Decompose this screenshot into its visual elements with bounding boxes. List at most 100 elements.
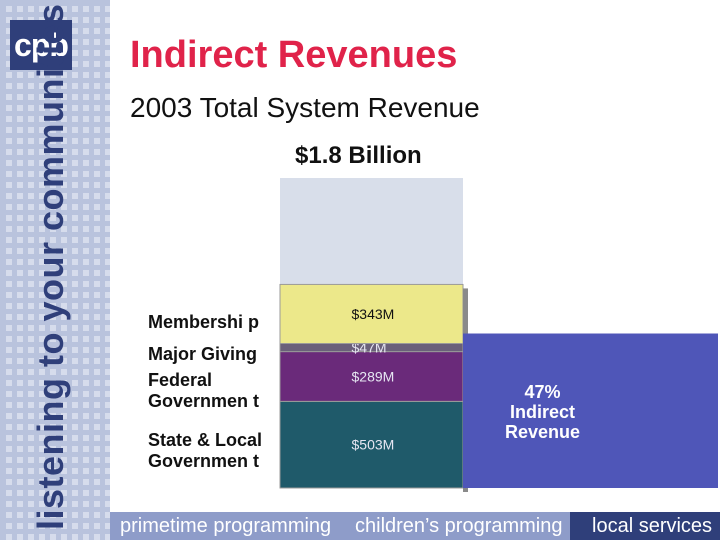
- pattern-dot: [72, 512, 78, 518]
- nav-primetime-programming[interactable]: primetime programming: [120, 515, 332, 537]
- pattern-dot: [94, 149, 100, 155]
- pattern-dot: [105, 523, 110, 529]
- pattern-dot: [17, 182, 23, 188]
- pattern-dot: [72, 204, 78, 210]
- pattern-dot: [28, 435, 34, 441]
- pattern-dot: [17, 512, 23, 518]
- pattern-dot: [105, 402, 110, 408]
- pattern-dot: [72, 292, 78, 298]
- pattern-dot: [61, 116, 67, 122]
- pattern-dot: [28, 94, 34, 100]
- pattern-dot: [83, 358, 89, 364]
- pattern-dot: [72, 391, 78, 397]
- pattern-dot: [6, 182, 12, 188]
- pattern-dot: [72, 215, 78, 221]
- nav-local-services[interactable]: local services: [570, 512, 720, 540]
- pattern-dot: [72, 303, 78, 309]
- pattern-dot: [6, 237, 12, 243]
- pattern-dot: [105, 314, 110, 320]
- pattern-dot: [94, 226, 100, 232]
- pattern-dot: [50, 457, 56, 463]
- pattern-dot: [105, 215, 110, 221]
- pattern-dot: [61, 314, 67, 320]
- pattern-dot: [39, 413, 45, 419]
- pattern-dot: [105, 61, 110, 67]
- pattern-dot: [50, 325, 56, 331]
- pattern-dot: [94, 314, 100, 320]
- pattern-dot: [72, 259, 78, 265]
- pattern-dot: [105, 292, 110, 298]
- pattern-dot: [83, 468, 89, 474]
- pattern-dot: [50, 105, 56, 111]
- pattern-dot: [105, 435, 110, 441]
- pattern-dot: [83, 413, 89, 419]
- pattern-dot: [105, 72, 110, 78]
- pattern-dot: [105, 347, 110, 353]
- pattern-dot: [39, 204, 45, 210]
- pattern-dot: [6, 424, 12, 430]
- pattern-dot: [28, 127, 34, 133]
- pattern-dot: [28, 380, 34, 386]
- pattern-dot: [72, 435, 78, 441]
- bar-shadow: [463, 288, 468, 348]
- pattern-dot: [72, 50, 78, 56]
- pattern-dot: [17, 215, 23, 221]
- pattern-dot: [28, 523, 34, 529]
- pattern-dot: [94, 292, 100, 298]
- pattern-dot: [83, 512, 89, 518]
- pattern-dot: [105, 204, 110, 210]
- pattern-dot: [83, 314, 89, 320]
- pattern-dot: [61, 215, 67, 221]
- pattern-dot: [50, 270, 56, 276]
- pattern-dot: [17, 479, 23, 485]
- pattern-dot: [72, 457, 78, 463]
- pattern-dot: [94, 193, 100, 199]
- pattern-dot: [105, 490, 110, 496]
- pattern-dot: [83, 149, 89, 155]
- pattern-dot: [105, 39, 110, 45]
- pattern-dot: [105, 105, 110, 111]
- pattern-dot: [83, 116, 89, 122]
- pattern-dot: [39, 72, 45, 78]
- pattern-dot: [50, 413, 56, 419]
- nav-childrens-programming[interactable]: children’s programming: [355, 515, 563, 537]
- pattern-dot: [28, 149, 34, 155]
- pattern-dot: [105, 380, 110, 386]
- pattern-dot: [39, 303, 45, 309]
- pattern-dot: [94, 215, 100, 221]
- pattern-dot: [6, 413, 12, 419]
- pattern-dot: [94, 380, 100, 386]
- pattern-dot: [50, 149, 56, 155]
- pattern-dot: [105, 369, 110, 375]
- pattern-dot: [28, 83, 34, 89]
- pattern-dot: [6, 248, 12, 254]
- pattern-dot: [83, 138, 89, 144]
- pattern-dot: [94, 17, 100, 23]
- pattern-dot: [6, 512, 12, 518]
- bar-segment-membership: [279, 283, 464, 345]
- pattern-dot: [105, 83, 110, 89]
- pattern-dot: [72, 325, 78, 331]
- pattern-dot: [50, 391, 56, 397]
- pattern-dot: [72, 39, 78, 45]
- pattern-dot: [83, 523, 89, 529]
- pattern-dot: [61, 171, 67, 177]
- pattern-dot: [28, 138, 34, 144]
- pattern-dot: [39, 479, 45, 485]
- pattern-dot: [72, 226, 78, 232]
- pattern-dot: [94, 182, 100, 188]
- label-membership: Membershi p: [148, 312, 260, 332]
- pattern-dot: [50, 116, 56, 122]
- pattern-dot: [39, 171, 45, 177]
- pattern-dot: [6, 127, 12, 133]
- pattern-dot: [61, 325, 67, 331]
- pattern-dot: [105, 303, 110, 309]
- pattern-dot: [17, 237, 23, 243]
- pattern-dot: [105, 28, 110, 34]
- page-subtitle: 2003 Total System Revenue: [130, 92, 480, 123]
- pattern-dot: [6, 380, 12, 386]
- pattern-dot: [50, 259, 56, 265]
- pattern-dot: [50, 160, 56, 166]
- pattern-dot: [39, 281, 45, 287]
- pattern-dot: [28, 468, 34, 474]
